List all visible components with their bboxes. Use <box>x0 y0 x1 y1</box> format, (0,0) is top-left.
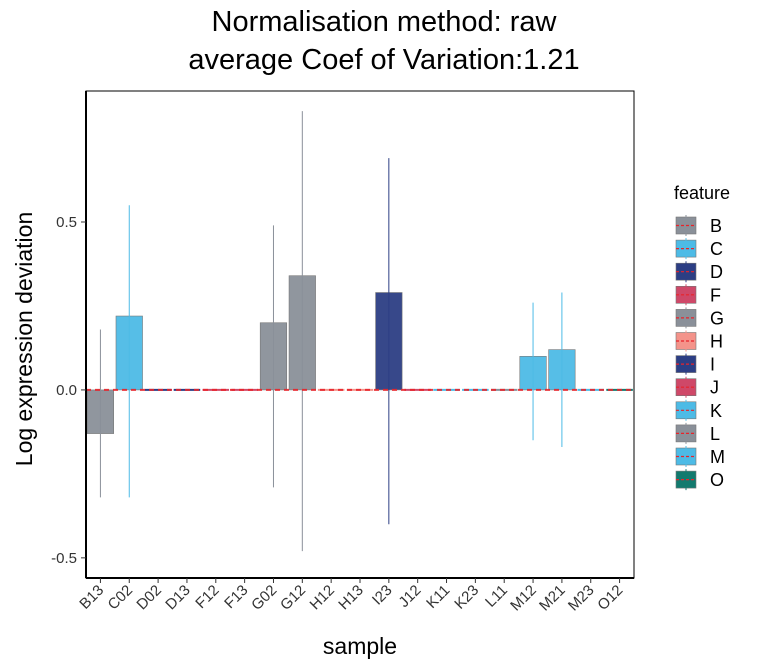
legend-item: O <box>675 469 724 491</box>
error-bars-layer <box>99 111 563 552</box>
x-tick-label: C02 <box>105 582 136 613</box>
legend-label: C <box>710 239 723 259</box>
legend-title: feature <box>674 183 730 203</box>
y-tick-label: 0.0 <box>56 382 77 399</box>
x-tick-label: I23 <box>369 582 396 609</box>
legend-item: I <box>675 353 715 375</box>
x-tick-label: L11 <box>482 582 511 611</box>
plot-panel-border <box>85 90 635 579</box>
x-tick-label: M12 <box>507 582 540 615</box>
x-tick-label: F12 <box>192 582 222 612</box>
x-tick-label: M21 <box>536 582 569 615</box>
legend-item: J <box>675 376 719 398</box>
legend-label: G <box>710 308 724 328</box>
x-tick-label: J12 <box>395 582 424 611</box>
x-tick-label: D13 <box>162 582 193 613</box>
legend-label: J <box>710 378 719 398</box>
legend-item: C <box>675 238 723 260</box>
x-tick-label: H12 <box>306 582 337 613</box>
legend-item: F <box>675 284 721 306</box>
plot-panel <box>85 90 635 579</box>
legend-item: M <box>675 446 725 467</box>
legend-label: K <box>710 401 722 421</box>
legend-label: H <box>710 332 723 352</box>
y-tick-label: -0.5 <box>51 550 77 567</box>
chart-title-line-2: average Coef of Variation:1.21 <box>188 44 580 76</box>
legend-label: I <box>710 355 715 375</box>
legend-label: F <box>710 285 721 305</box>
x-tick-label: G12 <box>277 582 309 614</box>
x-tick-label: G02 <box>248 582 280 614</box>
x-axis-label: sample <box>323 633 397 659</box>
legend-label: M <box>710 447 725 467</box>
x-tick-label: M23 <box>565 582 598 615</box>
legend-item: K <box>675 399 722 421</box>
legend-item: L <box>675 422 720 444</box>
x-tick-label: K23 <box>451 582 482 613</box>
legend-label: O <box>710 470 724 490</box>
legend-item: G <box>675 307 724 329</box>
legend-label: L <box>710 424 720 444</box>
chart-title-line-1: Normalisation method: raw <box>211 6 557 38</box>
x-tick-label: B13 <box>76 582 107 613</box>
legend-label: B <box>710 216 722 236</box>
legend-item: D <box>675 261 723 283</box>
legend-item: H <box>675 330 723 352</box>
x-tick-label: F13 <box>221 582 251 612</box>
x-tick-label: O12 <box>594 582 626 614</box>
y-tick-label: 0.5 <box>56 214 77 231</box>
legend-label: D <box>710 262 723 282</box>
legend-item: B <box>675 215 722 236</box>
y-axis-label: Log expression deviation <box>11 212 37 466</box>
x-tick-label: D02 <box>133 582 164 613</box>
x-tick-label: H13 <box>335 582 366 613</box>
x-tick-label: K11 <box>423 582 453 612</box>
y-axis: -0.5 0.0 0.5 <box>51 91 87 578</box>
